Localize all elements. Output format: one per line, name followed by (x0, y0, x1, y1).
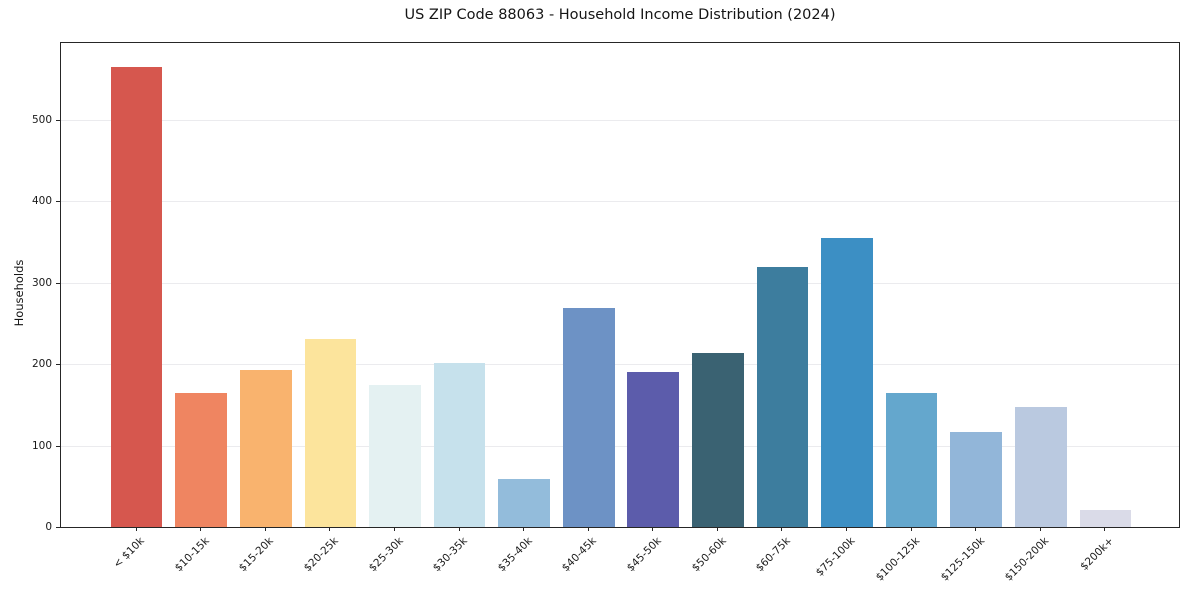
x-tick-label: $60-75k (753, 535, 793, 575)
bar (110, 67, 163, 527)
y-tick-label: 300 (31, 276, 52, 289)
x-tick-label: < $10k (111, 535, 148, 571)
bar (756, 266, 809, 527)
y-tick (56, 527, 60, 528)
bar (304, 338, 357, 527)
y-tick (56, 364, 60, 366)
y-tick-label: 0 (45, 521, 52, 533)
x-tick (846, 527, 848, 531)
x-tick (910, 527, 912, 531)
bar (950, 431, 1003, 527)
x-tick (135, 527, 137, 531)
x-tick-label: $50-60k (689, 535, 729, 575)
x-tick-label: $35-40k (495, 535, 535, 575)
bar (175, 392, 227, 527)
bar (369, 384, 421, 527)
x-tick (1104, 527, 1106, 531)
x-tick-label: $15-20k (237, 535, 277, 575)
y-tick (56, 201, 60, 203)
x-tick (716, 527, 718, 531)
x-tick (264, 527, 266, 531)
y-tick-label: 100 (31, 439, 52, 452)
gridline (61, 364, 1179, 366)
x-tick-label: $45-50k (624, 535, 664, 575)
x-tick-label: $125-150k (938, 535, 987, 584)
chart-title: US ZIP Code 88063 - Household Income Dis… (404, 7, 836, 23)
x-tick-label: $40-45k (560, 535, 600, 575)
bar (627, 372, 680, 527)
x-tick (200, 527, 202, 531)
plot-area (60, 42, 1180, 528)
x-tick-label: $25-30k (366, 535, 406, 575)
gridline (61, 282, 1179, 284)
bar (1015, 407, 1067, 527)
y-tick (56, 282, 60, 284)
x-tick (587, 527, 589, 531)
bar (885, 392, 938, 527)
x-tick (329, 527, 331, 531)
x-tick-label: $30-35k (430, 535, 471, 575)
y-axis-label: Households (12, 259, 26, 327)
x-tick-label: $200k+ (1077, 535, 1116, 573)
bar (562, 308, 615, 527)
x-tick (781, 527, 783, 531)
x-tick-label: $75-100k (813, 535, 858, 579)
bar (239, 369, 292, 527)
x-tick-label: $20-25k (301, 535, 341, 575)
bar (1079, 509, 1132, 527)
x-tick (975, 527, 977, 531)
y-tick-label: 200 (31, 358, 52, 371)
x-tick-label: $150-200k (1002, 535, 1052, 584)
y-tick (56, 445, 60, 447)
gridline (61, 445, 1179, 447)
x-tick (458, 527, 460, 531)
y-tick-label: 500 (31, 113, 52, 126)
gridline (61, 119, 1179, 121)
x-tick (393, 527, 395, 531)
bar (498, 478, 550, 527)
x-tick (652, 527, 654, 531)
bar (821, 238, 873, 527)
y-tick-label: 400 (31, 195, 52, 208)
x-tick (523, 527, 525, 531)
bar (433, 363, 486, 527)
x-tick-label: $100-125k (873, 535, 923, 584)
x-tick (1039, 527, 1041, 531)
gridline (61, 201, 1179, 203)
bar (692, 352, 744, 527)
y-tick (56, 119, 60, 121)
x-tick-label: $10-15k (172, 535, 212, 575)
